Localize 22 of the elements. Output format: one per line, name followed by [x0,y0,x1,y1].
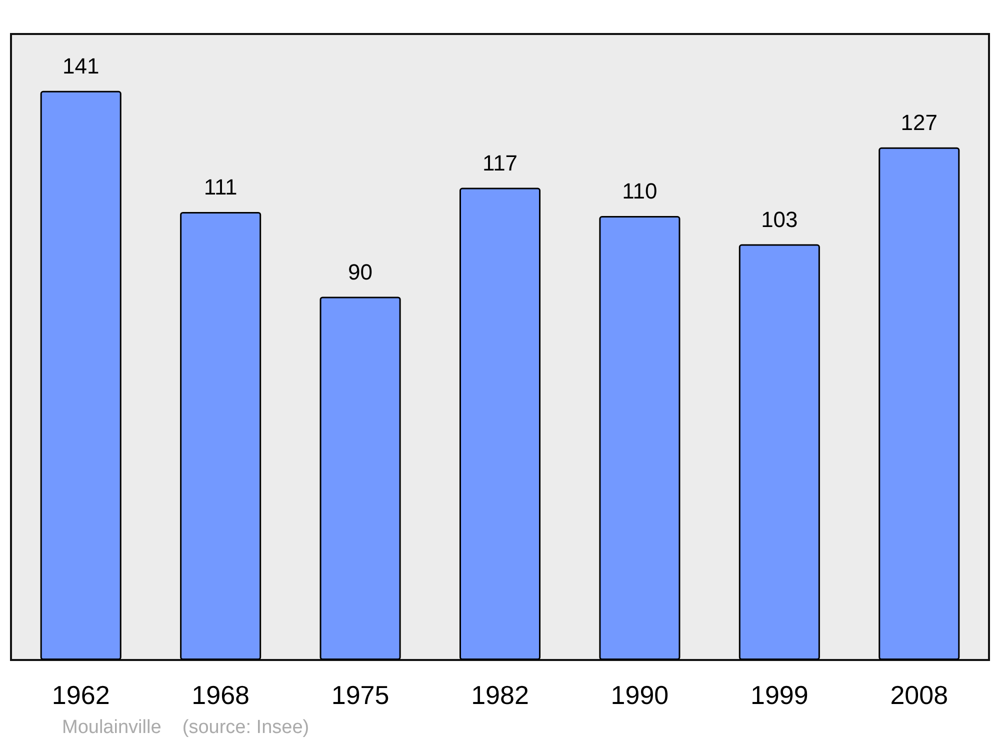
data-label: 90 [348,259,373,284]
data-label: 127 [900,110,938,135]
data-label: 110 [622,178,658,204]
x-tick-label: 1962 [52,680,110,710]
x-tick-label: 1999 [750,680,808,710]
bar [738,244,820,660]
data-label: 103 [761,206,798,232]
data-label: 141 [62,53,100,78]
x-tick-label: 1975 [331,680,390,710]
bar [459,188,541,660]
text: Moulainville (source: Insee) [62,717,310,738]
x-tick-label: 2008 [890,680,948,710]
bar [40,90,122,660]
bar [599,216,680,660]
x-tick-label: 1968 [192,680,250,710]
x-tick-label: 1982 [471,680,529,710]
data-label: 117 [482,150,518,176]
bar [320,296,401,660]
bar [878,147,960,660]
x-tick-label: 1990 [610,680,669,710]
bar [180,212,262,660]
data-label: 111 [204,174,238,200]
